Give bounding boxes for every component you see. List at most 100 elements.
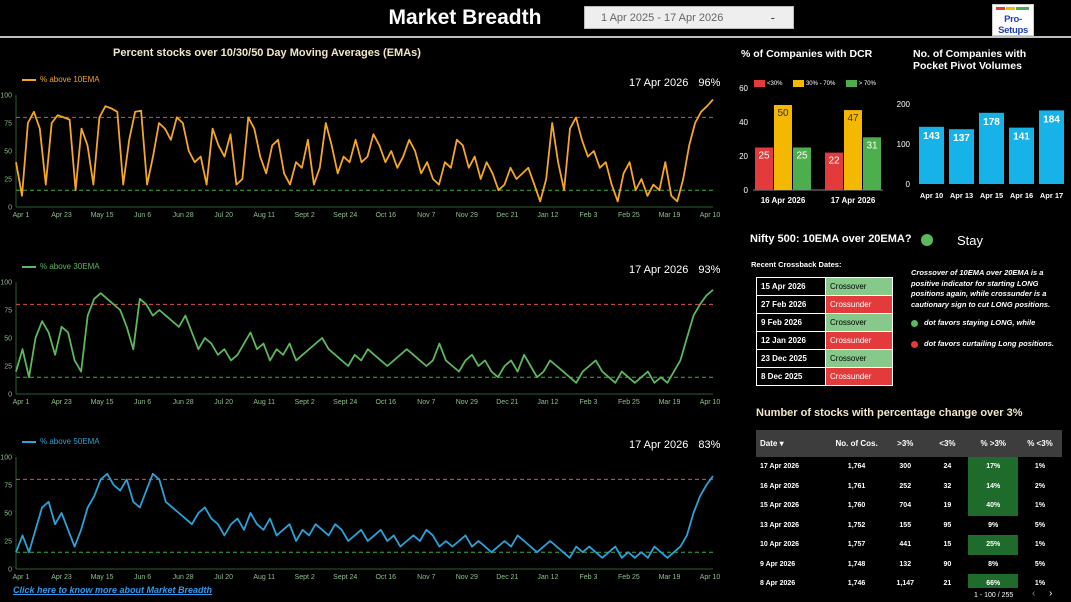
y-tick-label: 75 xyxy=(4,308,12,315)
x-tick-label: Dec 21 xyxy=(496,212,518,219)
y-tick-label: 0 xyxy=(744,186,749,195)
table-cell: 90 xyxy=(943,560,952,568)
dcr-bar-label: 31 xyxy=(866,140,878,151)
table-cell: 1,752 xyxy=(847,521,866,529)
ema-section-title: Percent stocks over 10/30/50 Day Moving … xyxy=(113,47,421,59)
pocket-pivot-bar xyxy=(949,129,974,184)
dcr-bar-label: 25 xyxy=(796,151,808,162)
x-tick-label: Apr 1 xyxy=(13,212,30,219)
y-tick-label: 75 xyxy=(4,121,12,128)
ema-legend-2: % above 50EMA xyxy=(22,437,100,446)
x-tick-label: Apr 23 xyxy=(51,212,72,219)
crossback-row: 23 Dec 2025 Crossover xyxy=(756,349,893,368)
x-tick-label: Oct 16 xyxy=(375,574,396,581)
column-header[interactable]: >3% xyxy=(884,430,927,457)
pocket-pivot-value: 137 xyxy=(953,133,970,144)
y-tick-label: 50 xyxy=(4,336,12,343)
column-header[interactable]: <3% xyxy=(926,430,969,457)
table-row[interactable]: 10 Apr 2026 1,757 441 15 25% 1% xyxy=(756,535,1062,555)
x-tick-label: Aug 11 xyxy=(253,212,275,219)
learn-more-link[interactable]: Click here to know more about Market Bre… xyxy=(13,585,213,595)
table-cell: 15 xyxy=(943,541,952,549)
column-header[interactable]: % <3% xyxy=(1017,430,1062,457)
column-header[interactable]: No. of Cos. xyxy=(828,430,885,457)
table-cell: 14% xyxy=(968,476,1018,496)
red-dot-note-text: dot favors curtailing Long positions. xyxy=(924,339,1055,348)
x-tick-label: Feb 3 xyxy=(579,399,597,406)
chevron-down-icon: - xyxy=(770,10,775,25)
x-tick-label: Jan 12 xyxy=(537,574,558,581)
crossback-signal: Crossover xyxy=(825,277,893,296)
x-tick-label: Jan 12 xyxy=(537,212,558,219)
table-row[interactable]: 16 Apr 2026 1,761 252 32 14% 2% xyxy=(756,476,1062,496)
x-tick-label: Jul 20 xyxy=(214,399,233,406)
y-tick-label: 60 xyxy=(739,84,748,93)
dcr-legend-high-label: > 70% xyxy=(858,80,876,87)
table-cell: 32 xyxy=(943,482,952,490)
y-tick-label: 0 xyxy=(8,567,12,574)
table-cell: 16 Apr 2026 xyxy=(760,482,800,490)
nifty-question: Nifty 500: 10EMA over 20EMA? xyxy=(750,233,912,245)
y-tick-label: 0 xyxy=(906,180,911,189)
dcr-bar xyxy=(844,110,862,190)
dcr-legend-mid-label: 30% - 70% xyxy=(805,80,836,87)
x-tick-label: May 15 xyxy=(91,212,114,219)
x-tick-label: Feb 3 xyxy=(579,212,597,219)
dcr-bar-label: 47 xyxy=(847,113,859,124)
table-row[interactable]: 17 Apr 2026 1,764 300 24 17% 1% xyxy=(756,457,1062,477)
table-header-row: Date ▾ No. of Cos. >3% <3%% >3%% <3% xyxy=(756,430,1062,457)
crossback-signal: Crossover xyxy=(825,313,893,332)
table-row[interactable]: 9 Apr 2026 1,748 132 90 8% 5% xyxy=(756,554,1062,574)
nifty-status: Stay xyxy=(957,233,984,248)
y-tick-label: 25 xyxy=(4,364,12,371)
table-cell: 1% xyxy=(1034,502,1046,510)
date-range-value: 1 Apr 2025 - 17 Apr 2026 xyxy=(601,12,724,24)
green-dot-note: dot favors staying LONG, while xyxy=(911,318,1035,329)
sort-date-header[interactable]: Date ▾ xyxy=(756,430,829,457)
x-tick-label: Nov 7 xyxy=(417,574,435,581)
pct-change-table-wrap[interactable]: Date ▾ No. of Cos. >3% <3%% >3%% <3% 17 Apr … xyxy=(756,430,1062,588)
prev-page-icon[interactable]: ‹ xyxy=(1032,588,1036,599)
column-header[interactable]: % >3% xyxy=(968,430,1018,457)
dcr-bar xyxy=(774,105,792,190)
x-tick-label: Nov 7 xyxy=(417,399,435,406)
red-dot-note: dot favors curtailing Long positions. xyxy=(911,339,1054,350)
pocket-pivot-title-line1: No. of Companies with xyxy=(913,48,1027,60)
ema-legend-label: % above 10EMA xyxy=(40,75,100,84)
x-tick-label: Jan 12 xyxy=(537,399,558,406)
crossback-date: 9 Feb 2026 xyxy=(756,313,826,332)
x-tick-label: Nov 7 xyxy=(417,212,435,219)
pocket-pivot-date: Apr 13 xyxy=(950,191,973,200)
next-page-icon[interactable]: › xyxy=(1049,588,1053,599)
dcr-bar xyxy=(793,147,811,190)
table-cell: 95 xyxy=(943,521,952,529)
y-tick-label: 0 xyxy=(8,205,12,212)
table-row[interactable]: 13 Apr 2026 1,752 155 95 9% 5% xyxy=(756,515,1062,535)
table-cell: 66% xyxy=(968,574,1018,588)
table-cell: 441 xyxy=(899,541,912,549)
pagination-label: 1 - 100 / 255 xyxy=(974,592,1014,599)
ema-current-2: 17 Apr 2026 83% xyxy=(629,439,720,451)
table-cell: 10 Apr 2026 xyxy=(760,541,800,549)
dcr-legend-low-label: <30% xyxy=(767,80,783,87)
table-row[interactable]: 8 Apr 2026 1,746 1,147 21 66% 1% xyxy=(756,574,1062,588)
x-tick-label: Aug 11 xyxy=(253,574,275,581)
table-cell: 17% xyxy=(968,457,1018,477)
x-tick-label: Feb 25 xyxy=(618,399,640,406)
crossback-signal: Crossover xyxy=(825,349,893,368)
pocket-pivot-title: No. of Companies with Pocket Pivot Volum… xyxy=(913,48,1026,72)
x-tick-label: Oct 16 xyxy=(375,399,396,406)
x-tick-label: Sept 2 xyxy=(295,399,315,406)
page-title: Market Breadth xyxy=(388,6,542,29)
y-tick-label: 100 xyxy=(897,140,911,149)
x-tick-label: Jul 20 xyxy=(214,212,233,219)
table-cell: 25% xyxy=(968,535,1018,555)
date-range-picker[interactable]: 1 Apr 2025 - 17 Apr 2026 - xyxy=(584,6,794,29)
table-cell: 17 Apr 2026 xyxy=(760,463,800,471)
header-divider xyxy=(0,36,1071,38)
table-row[interactable]: 15 Apr 2026 1,760 704 19 40% 1% xyxy=(756,496,1062,516)
pocket-pivot-date: Apr 17 xyxy=(1040,191,1063,200)
ema-legend-1: % above 30EMA xyxy=(22,262,100,271)
ema-legend-label: % above 50EMA xyxy=(40,437,100,446)
